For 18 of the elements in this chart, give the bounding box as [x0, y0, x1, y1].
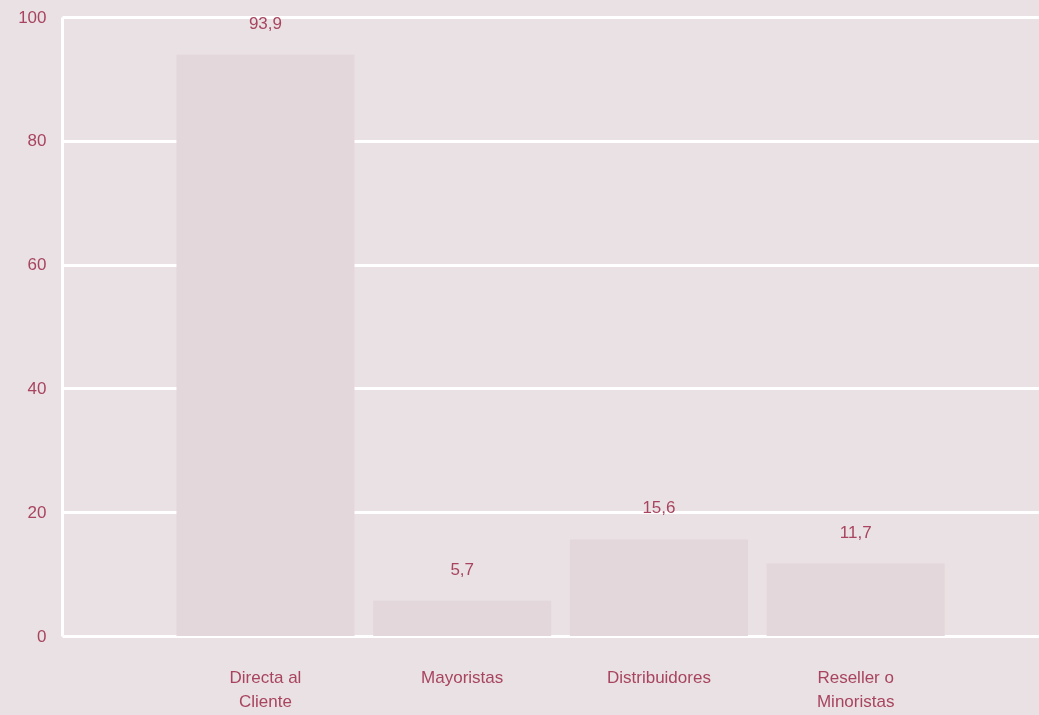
y-tick-label: 0 — [37, 626, 47, 646]
y-tick-label: 40 — [27, 378, 47, 398]
bar — [569, 539, 748, 636]
data-label: 93,9 — [248, 13, 283, 33]
bar — [766, 563, 945, 636]
bar — [176, 54, 355, 636]
data-label: 15,6 — [642, 498, 676, 518]
data-label: 11,7 — [839, 522, 872, 542]
x-tick-label: Mayoristas — [421, 667, 504, 687]
y-tick-label: 60 — [27, 255, 47, 275]
data-label: 5,7 — [450, 559, 475, 579]
y-tick-label: 100 — [18, 7, 47, 27]
x-tick-label: Reseller o Minoristas — [816, 667, 895, 711]
x-tick-label: Directa al Cliente — [229, 667, 302, 711]
x-tick-label: Distribuidores — [606, 667, 711, 687]
y-tick-label: 20 — [27, 502, 47, 522]
y-tick-label: 80 — [27, 131, 47, 151]
bar — [373, 600, 552, 636]
